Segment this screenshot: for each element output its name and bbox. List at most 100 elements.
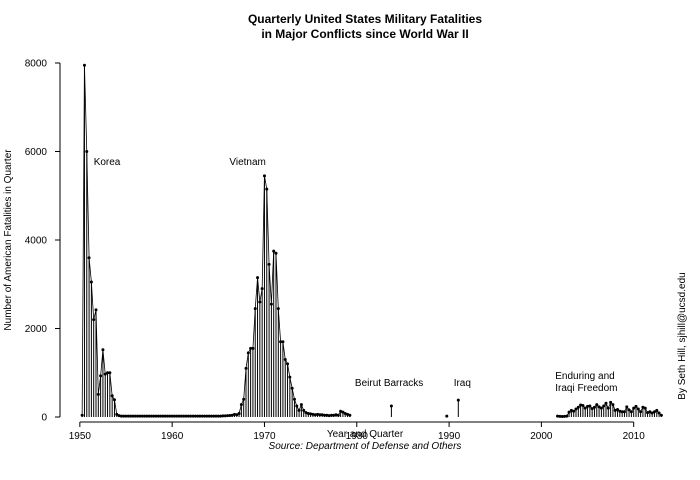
data-point [177, 414, 181, 418]
data-point [161, 414, 165, 418]
data-point [96, 392, 100, 396]
data-point [646, 411, 650, 415]
data-point [560, 415, 564, 419]
data-point [588, 404, 592, 408]
data-point [302, 408, 306, 412]
data-point [202, 414, 206, 418]
data-point [343, 411, 347, 415]
annotation-label: Vietnam [229, 157, 266, 168]
data-point [279, 340, 283, 344]
data-point [246, 351, 250, 355]
data-point [336, 413, 340, 417]
data-point [655, 408, 659, 412]
data-point [262, 174, 266, 178]
data-point [616, 407, 620, 411]
data-point [269, 302, 273, 306]
data-point [643, 406, 647, 410]
data-point [602, 404, 606, 408]
data-point [581, 403, 585, 407]
annotations: Korea Vietnam Beirut Barracks Iraq Enduring … [94, 157, 618, 394]
data-point [115, 412, 119, 416]
data-point [625, 405, 629, 409]
data-point [574, 407, 578, 411]
data-point [191, 414, 195, 418]
data-point [590, 407, 594, 411]
data-point [209, 414, 213, 418]
data-point [276, 307, 280, 311]
series-line-segment-0 [81, 65, 350, 417]
data-point [320, 413, 324, 417]
data-point [138, 414, 142, 418]
data-point [639, 410, 643, 414]
data-point [249, 346, 253, 350]
data-point [80, 413, 84, 417]
data-point [309, 412, 313, 416]
data-point [235, 413, 239, 417]
data-point [230, 413, 234, 417]
data-point [205, 414, 209, 418]
data-point [175, 414, 179, 418]
data-point [85, 150, 89, 153]
data-point [592, 405, 596, 409]
x-tick-label: 2010 [623, 431, 646, 442]
x-axis-label: Year and Quarter [327, 429, 404, 440]
data-point [260, 287, 264, 291]
data-point [239, 403, 243, 407]
annotation-label: Korea [94, 157, 121, 168]
data-point [334, 413, 338, 417]
data-point [92, 318, 96, 322]
data-point [286, 362, 290, 366]
data-point [189, 414, 193, 418]
author-credit: By Seth Hill, sjhill@ucsd.edu [677, 272, 688, 399]
data-point [168, 414, 172, 418]
data-point [122, 414, 126, 418]
data-point [149, 414, 153, 418]
data-point [325, 413, 329, 417]
data-point [297, 408, 301, 412]
data-point [567, 410, 571, 414]
data-point [221, 414, 225, 418]
data-point [242, 397, 246, 401]
data-point [622, 410, 626, 414]
data-point [295, 404, 299, 408]
data-point [290, 386, 294, 390]
data-point [156, 414, 160, 418]
data-point [200, 414, 204, 418]
data-point [627, 408, 631, 412]
data-point [281, 340, 285, 344]
data-point [618, 409, 622, 413]
data-point [172, 414, 176, 418]
data-point [258, 300, 262, 304]
data-point [184, 414, 188, 418]
data-point [313, 413, 317, 417]
x-tick-label: 1980 [346, 431, 369, 442]
data-point [166, 414, 170, 418]
data-point [244, 366, 248, 370]
data-point [237, 411, 241, 415]
data-point [131, 414, 135, 418]
x-tick-label: 1990 [438, 431, 461, 442]
data-point [609, 400, 613, 404]
data-point [99, 374, 103, 378]
data-point [223, 414, 227, 418]
data-point [597, 405, 601, 409]
data-point [629, 410, 633, 414]
data-point [216, 414, 220, 418]
data-point [196, 414, 200, 418]
data-point [253, 307, 257, 311]
data-point [136, 414, 140, 418]
data-point [274, 251, 278, 255]
data-point [228, 413, 232, 417]
data-point [94, 308, 98, 312]
source-note: Source: Department of Defense and Others [269, 441, 462, 452]
data-point [129, 414, 133, 418]
data-point [576, 405, 580, 409]
data-point [198, 414, 202, 418]
data-point [657, 411, 661, 415]
data-point [318, 413, 322, 417]
data-point [565, 414, 569, 418]
data-point [82, 63, 86, 67]
data-point [265, 187, 269, 191]
data-point [650, 411, 654, 415]
data-point [556, 414, 560, 418]
